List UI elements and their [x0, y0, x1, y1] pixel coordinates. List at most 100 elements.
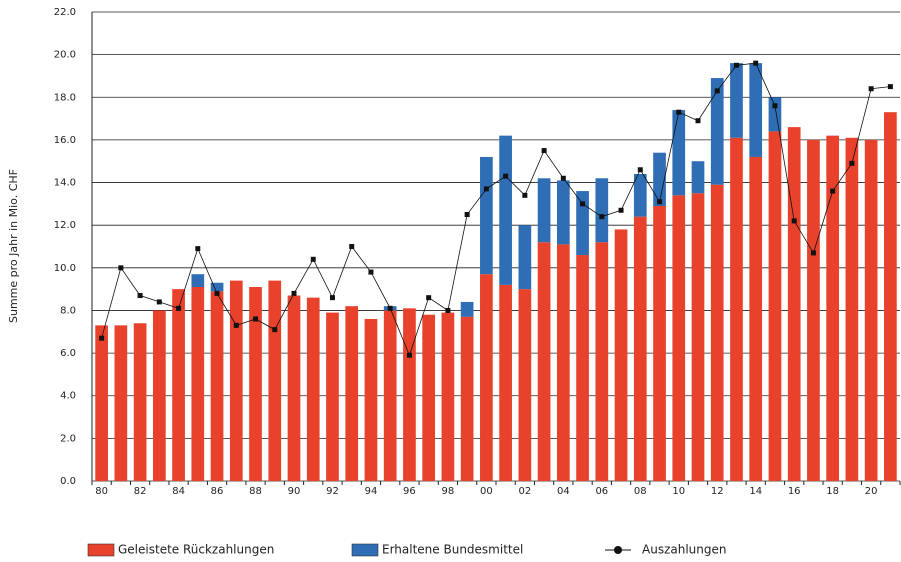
x-tick-label: 20: [865, 486, 878, 497]
bar: [229, 280, 243, 481]
x-tick-label: 18: [826, 486, 839, 497]
point: [580, 201, 586, 207]
legend-swatch: [87, 543, 115, 557]
y-tick-label: 8.0: [60, 305, 76, 316]
point: [522, 192, 528, 198]
bar: [499, 135, 512, 285]
x-tick-label: 84: [172, 486, 185, 497]
point: [272, 327, 278, 333]
point: [791, 218, 797, 224]
bar: [691, 193, 705, 482]
point: [233, 322, 239, 328]
bar: [326, 312, 339, 481]
x-tick-label: 88: [249, 486, 262, 497]
bar: [268, 280, 282, 481]
point: [868, 86, 874, 92]
x-tick-label: 92: [326, 486, 339, 497]
point: [541, 148, 547, 154]
bar: [845, 137, 859, 481]
y-tick-label: 2.0: [60, 433, 76, 444]
bar: [152, 310, 166, 481]
bar: [807, 139, 820, 481]
bar: [133, 323, 147, 481]
bar: [287, 295, 301, 481]
bar: [633, 174, 647, 217]
x-tick-label: 80: [95, 486, 108, 497]
bar: [884, 112, 897, 481]
bar: [730, 137, 743, 481]
bar: [460, 301, 474, 317]
point: [714, 88, 720, 94]
x-tick-label: 04: [557, 486, 570, 497]
bar: [768, 97, 782, 132]
point: [657, 199, 663, 205]
bar: [710, 184, 724, 481]
x-tick-label: 06: [595, 486, 608, 497]
point: [137, 293, 143, 299]
point: [676, 109, 682, 115]
x-tick-label: 90: [288, 486, 301, 497]
x-tick-label: 96: [403, 486, 416, 497]
point: [349, 244, 355, 249]
point: [176, 305, 182, 311]
bar: [306, 297, 320, 481]
bar: [172, 289, 185, 481]
legend-label: Erhaltene Bundesmittel: [382, 543, 523, 557]
x-tick-label: 10: [672, 486, 685, 497]
x-tick-label: 82: [134, 486, 147, 497]
y-tick-label: 0.0: [60, 476, 76, 487]
bar: [499, 284, 512, 481]
x-tick-label: 14: [749, 486, 762, 497]
point: [118, 265, 124, 271]
y-tick-label: 18.0: [54, 92, 76, 103]
x-tick-label: 12: [711, 486, 724, 497]
x-tick-label: 86: [211, 486, 224, 497]
point: [253, 316, 259, 322]
point: [618, 207, 624, 213]
bar: [556, 244, 570, 481]
bar: [518, 225, 532, 290]
x-tick-label: 00: [480, 486, 493, 497]
point: [560, 175, 566, 181]
bar: [422, 314, 436, 481]
point: [445, 307, 451, 313]
point: [695, 118, 701, 124]
point: [830, 188, 836, 194]
point: [503, 173, 509, 179]
bar: [787, 127, 801, 482]
bar: [826, 135, 840, 482]
y-tick-label: 14.0: [54, 178, 76, 189]
point: [849, 160, 855, 166]
point: [810, 250, 816, 256]
x-tick-label: 02: [518, 486, 531, 497]
point: [368, 269, 374, 275]
point: [887, 84, 893, 90]
x-tick-label: 98: [442, 486, 455, 497]
bar: [672, 110, 686, 196]
bar: [345, 306, 359, 481]
bar: [95, 325, 108, 481]
bar: [537, 178, 551, 243]
bar: [864, 139, 878, 481]
point: [772, 103, 778, 109]
point: [753, 60, 759, 66]
bar: [537, 242, 551, 481]
y-tick-label: 16.0: [54, 135, 76, 146]
legend: Geleistete Rückzahlungen Erhaltene Bundes…: [87, 543, 726, 557]
legend-label: Auszahlungen: [642, 543, 726, 557]
bar: [653, 205, 666, 481]
bar: [556, 180, 570, 245]
point: [733, 62, 739, 68]
bar: [403, 308, 416, 481]
point: [291, 290, 297, 296]
bar: [633, 216, 647, 481]
point: [387, 305, 393, 311]
point: [406, 352, 412, 358]
line: [101, 62, 891, 357]
bar: [480, 156, 493, 275]
bar: [191, 287, 205, 481]
legend-label: Geleistete Rückzahlungen: [118, 543, 274, 557]
y-tick-label: 6.0: [60, 348, 76, 359]
bar: [749, 156, 763, 482]
